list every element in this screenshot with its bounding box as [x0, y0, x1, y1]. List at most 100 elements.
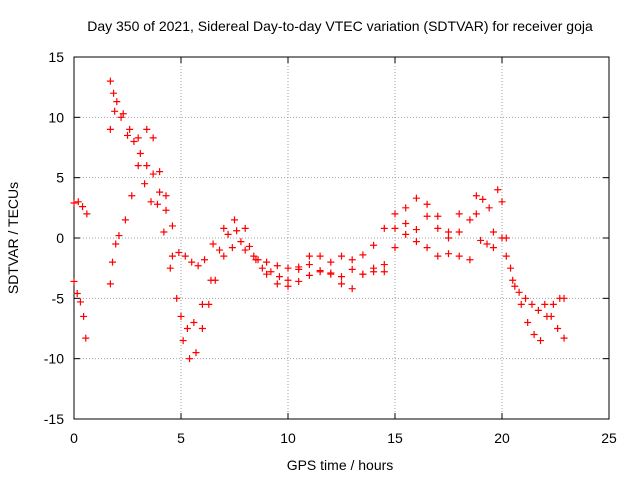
data-point: [198, 325, 206, 332]
y-tick-label: 5: [56, 170, 64, 186]
data-point: [160, 228, 168, 236]
data-point: [391, 210, 399, 218]
data-point: [130, 137, 138, 145]
series-track-a: [70, 198, 91, 218]
data-point: [549, 300, 557, 308]
data-point: [183, 325, 191, 332]
data-point: [338, 252, 345, 260]
grid-lines: [74, 57, 609, 419]
data-point: [316, 252, 324, 260]
data-point: [258, 264, 266, 272]
data-point: [228, 244, 236, 252]
data-point: [472, 210, 480, 218]
data-point: [112, 240, 120, 248]
data-point: [156, 188, 164, 196]
data-point: [168, 252, 176, 260]
data-point: [147, 198, 155, 206]
series-track-b: [70, 277, 90, 342]
data-point: [412, 238, 420, 246]
series-track-c: [106, 77, 480, 272]
data-point: [284, 282, 292, 290]
data-point: [121, 216, 129, 224]
series-track-g: [477, 234, 568, 342]
data-point: [80, 312, 88, 320]
data-point: [338, 273, 345, 281]
data-point: [134, 134, 142, 142]
data-point: [153, 200, 161, 208]
data-point: [412, 194, 420, 202]
data-point: [423, 244, 431, 252]
data-point: [220, 252, 228, 260]
data-point: [186, 355, 194, 363]
data-point: [402, 230, 410, 238]
data-point: [338, 280, 345, 288]
data-point: [113, 98, 121, 106]
data-point: [106, 280, 114, 288]
axis-ticks: [73, 56, 610, 420]
data-point: [111, 107, 119, 115]
data-point: [162, 206, 170, 214]
data-point: [134, 162, 142, 170]
data-point: [76, 298, 84, 306]
data-point: [412, 226, 420, 234]
data-point: [83, 210, 91, 218]
y-axis-label: SDTVAR / TECUs: [5, 182, 21, 294]
data-point: [517, 300, 525, 308]
data-point: [194, 262, 202, 270]
data-point: [380, 261, 388, 269]
data-point: [188, 258, 196, 266]
data-point: [211, 276, 219, 284]
data-point: [479, 195, 487, 203]
data-point: [106, 125, 114, 133]
data-point: [305, 271, 313, 279]
y-tick-label: 0: [56, 230, 64, 246]
data-point: [73, 290, 81, 298]
data-point: [537, 337, 545, 345]
data-point: [181, 252, 189, 260]
data-point: [507, 264, 515, 272]
data-point: [524, 318, 532, 326]
data-point: [498, 198, 506, 206]
data-point: [115, 232, 123, 240]
data-point: [455, 228, 463, 236]
data-point: [305, 261, 313, 269]
data-point: [560, 294, 568, 302]
data-point: [179, 337, 187, 345]
data-point: [472, 192, 480, 200]
data-point: [149, 170, 157, 178]
data-point: [445, 228, 452, 236]
data-point: [143, 125, 151, 133]
data-points: [70, 77, 568, 363]
data-point: [201, 256, 209, 264]
x-tick-label: 25: [601, 430, 617, 446]
data-point: [483, 240, 491, 248]
data-point: [224, 230, 232, 238]
data-point: [380, 268, 388, 276]
data-point: [74, 198, 82, 206]
data-point: [273, 280, 281, 288]
data-point: [391, 244, 399, 252]
data-point: [117, 113, 125, 121]
data-point: [423, 200, 431, 208]
data-point: [380, 224, 388, 232]
data-point: [494, 186, 502, 194]
data-point: [162, 192, 170, 200]
data-point: [316, 267, 324, 275]
data-point: [263, 258, 271, 266]
data-point: [284, 264, 292, 272]
x-tick-label: 15: [387, 430, 403, 446]
data-point: [370, 264, 378, 272]
y-tick-label: -5: [52, 290, 65, 306]
data-point: [434, 252, 442, 260]
x-tick-label: 5: [177, 430, 185, 446]
data-point: [173, 294, 181, 302]
data-point: [209, 240, 217, 248]
data-point: [370, 241, 378, 249]
data-point: [233, 227, 241, 235]
data-point: [245, 242, 253, 250]
data-point: [110, 89, 118, 97]
data-point: [237, 238, 245, 246]
data-point: [295, 265, 303, 273]
y-tick-label: 10: [48, 109, 64, 125]
